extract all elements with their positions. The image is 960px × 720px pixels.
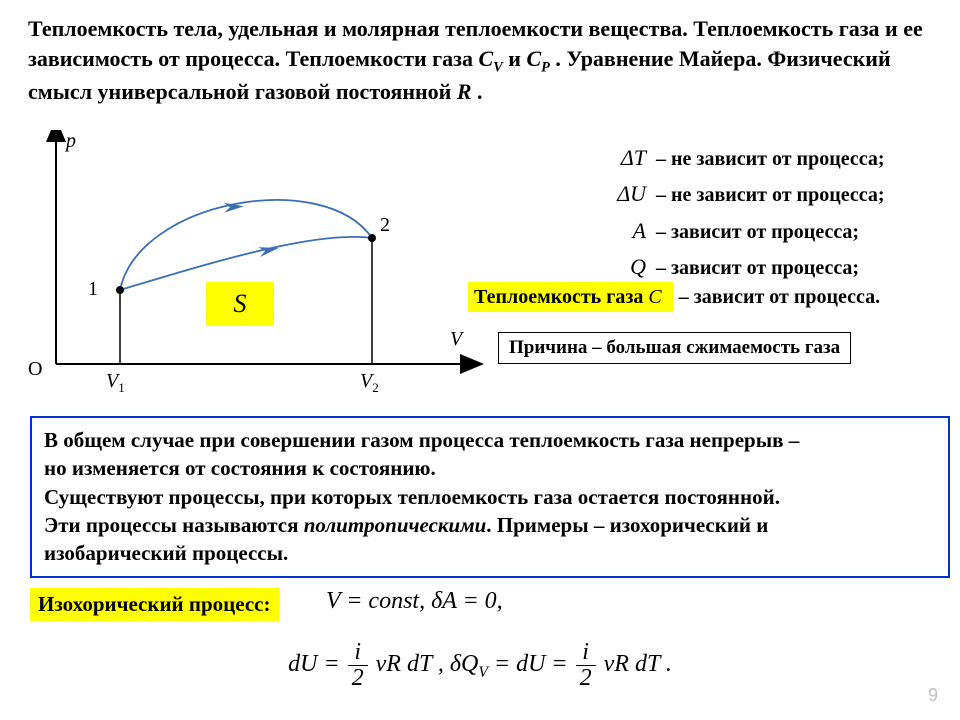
point-1	[116, 286, 124, 294]
origin-label: O	[28, 358, 42, 381]
legend-row: ΔU– не зависит от процесса;	[600, 176, 885, 212]
heatcap-dependency: – зависит от процесса.	[679, 286, 880, 308]
legend-row: ΔT– не зависит от процесса;	[600, 140, 885, 176]
point1-label: 1	[88, 278, 98, 301]
isochoric-label: Изохорический процесс:	[30, 588, 279, 621]
s-highlight: S	[206, 282, 274, 326]
title-and: и	[508, 46, 526, 71]
fraction: i 2	[348, 640, 368, 691]
bluebox-line: В общем случае при совершении газом проц…	[44, 426, 936, 454]
cv-symbol: CV	[479, 46, 509, 71]
reason-box: Причина – большая сжимаемость газа	[498, 332, 851, 364]
heat-capacity-line: Теплоемкость газа C – зависит от процесс…	[468, 286, 880, 309]
cp-symbol: CP	[526, 46, 555, 71]
legend-row: A– зависит от процесса;	[600, 213, 885, 249]
pv-diagram-svg	[24, 130, 494, 400]
title-text-3: .	[477, 79, 483, 104]
point-2	[368, 234, 376, 242]
isochoric-eq-1: V = const, δA = 0,	[326, 588, 503, 615]
fraction: i 2	[576, 640, 596, 691]
page-number: 9	[928, 685, 938, 706]
page-title: Теплоемкость тела, удельная и молярная т…	[28, 14, 928, 107]
isochoric-eq-2: dU = i 2 νR dT , δQV = dU = i 2 νR dT .	[0, 640, 960, 691]
physics-slide: Теплоемкость тела, удельная и молярная т…	[0, 0, 960, 720]
p-axis-label: p	[66, 130, 76, 153]
point2-label: 2	[380, 214, 390, 237]
bluebox-line: Существуют процессы, при которых теплоем…	[44, 483, 936, 511]
pv-diagram: p V O V1 V2 1 2	[24, 130, 494, 400]
bluebox-line: но изменяется от состояния к состоянию.	[44, 454, 936, 482]
v2-label: V2	[360, 370, 379, 396]
polytropic-note: В общем случае при совершении газом проц…	[30, 416, 950, 578]
process-dependency-legend: ΔT– не зависит от процесса; ΔU– не завис…	[600, 140, 885, 285]
legend-row: Q– зависит от процесса;	[600, 249, 885, 285]
bluebox-line: Эти процессы называются политропическими…	[44, 511, 936, 539]
v1-label: V1	[106, 370, 125, 396]
bluebox-line: изобарический процессы.	[44, 539, 936, 567]
heatcap-highlight: Теплоемкость газа C	[468, 282, 673, 312]
upper-curve	[120, 200, 372, 290]
R-symbol: R	[457, 79, 472, 104]
v-axis-label: V	[450, 328, 462, 351]
